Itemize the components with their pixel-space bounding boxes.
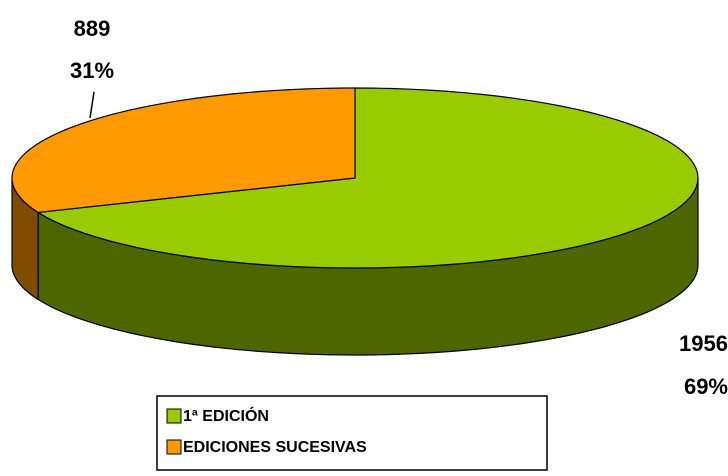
slice <box>36 87 699 269</box>
pie <box>11 87 699 356</box>
percent-label: 69% <box>684 374 728 399</box>
legend-swatch <box>166 439 182 455</box>
legend-swatch <box>166 408 182 424</box>
legend <box>156 395 548 471</box>
legend-label: 1ª EDICIÓN <box>183 406 269 425</box>
percent-label: 31% <box>70 58 114 83</box>
data-label: 1956 <box>679 331 728 356</box>
leader-line <box>89 91 95 119</box>
data-label: 889 <box>74 16 111 41</box>
slice <box>11 87 356 214</box>
legend-label: EDICIONES SUCESIVAS <box>183 439 367 456</box>
